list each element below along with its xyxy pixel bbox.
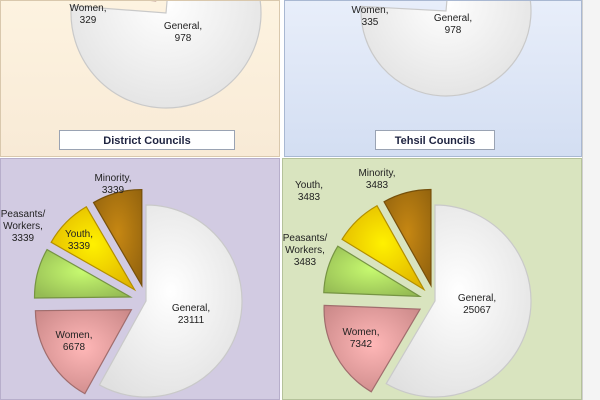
data-label-minority: Minority, 3339 xyxy=(94,173,131,196)
data-label-peasants: Peasants/Workers, 3339 xyxy=(1,209,45,244)
data-label-women: Women, 6678 xyxy=(55,330,92,353)
tehsil-councils-pie: General, 978 Women, 335 xyxy=(351,1,532,97)
pie-slice-general xyxy=(385,204,532,398)
pie-slice-minority xyxy=(92,188,143,288)
bottom-left-pie: General, 23111 Women, 6678 Peasants/Workers,… xyxy=(1,173,243,398)
pie-slice-general xyxy=(98,204,243,398)
data-label-general: General, 978 xyxy=(434,13,472,36)
district-councils-caption: District Councils xyxy=(59,130,235,150)
data-label-women: Women, 335 xyxy=(351,5,388,28)
district-councils-pie: General, 978 Women, 329 xyxy=(69,1,262,109)
bottom-right-pie: General, 25067 Women, 7342 Peasants/Workers,… xyxy=(283,168,532,398)
pie-slice-general xyxy=(70,1,262,109)
bottom-left-panel: General, 23111 Women, 6678 Peasants/Workers,… xyxy=(0,158,280,400)
bottom-right-panel: General, 25067 Women, 7342 Peasants/Workers,… xyxy=(282,158,582,400)
data-label-youth: Youth, 3483 xyxy=(295,180,323,203)
pie-slice-minority xyxy=(383,188,432,288)
data-label-youth: Youth, 3339 xyxy=(65,229,93,252)
pie-slice-women xyxy=(323,304,422,393)
pie-slice-women xyxy=(34,309,133,395)
data-label-women: Women, 7342 xyxy=(342,327,379,350)
pie-slice-youth xyxy=(341,204,426,292)
pie-slice-general xyxy=(360,1,532,97)
scrollbar-track[interactable] xyxy=(582,0,600,400)
pie-slice-peasants xyxy=(323,245,422,298)
data-label-peasants: Peasants/Workers, 3483 xyxy=(283,233,327,268)
district-councils-panel: General, 978 Women, 329 District Councils xyxy=(0,0,280,157)
data-label-general: General, 978 xyxy=(164,21,202,44)
tehsil-councils-panel: General, 978 Women, 335 Tehsil Councils xyxy=(284,0,582,157)
data-label-minority: Minority, 3483 xyxy=(358,168,395,191)
pie-slice-youth xyxy=(50,205,137,292)
tehsil-councils-caption: Tehsil Councils xyxy=(375,130,495,150)
data-label-general: General, 25067 xyxy=(458,293,496,316)
data-label-general: General, 23111 xyxy=(172,303,210,326)
data-label-women: Women, 329 xyxy=(69,3,106,26)
pie-slice-peasants xyxy=(33,248,133,299)
